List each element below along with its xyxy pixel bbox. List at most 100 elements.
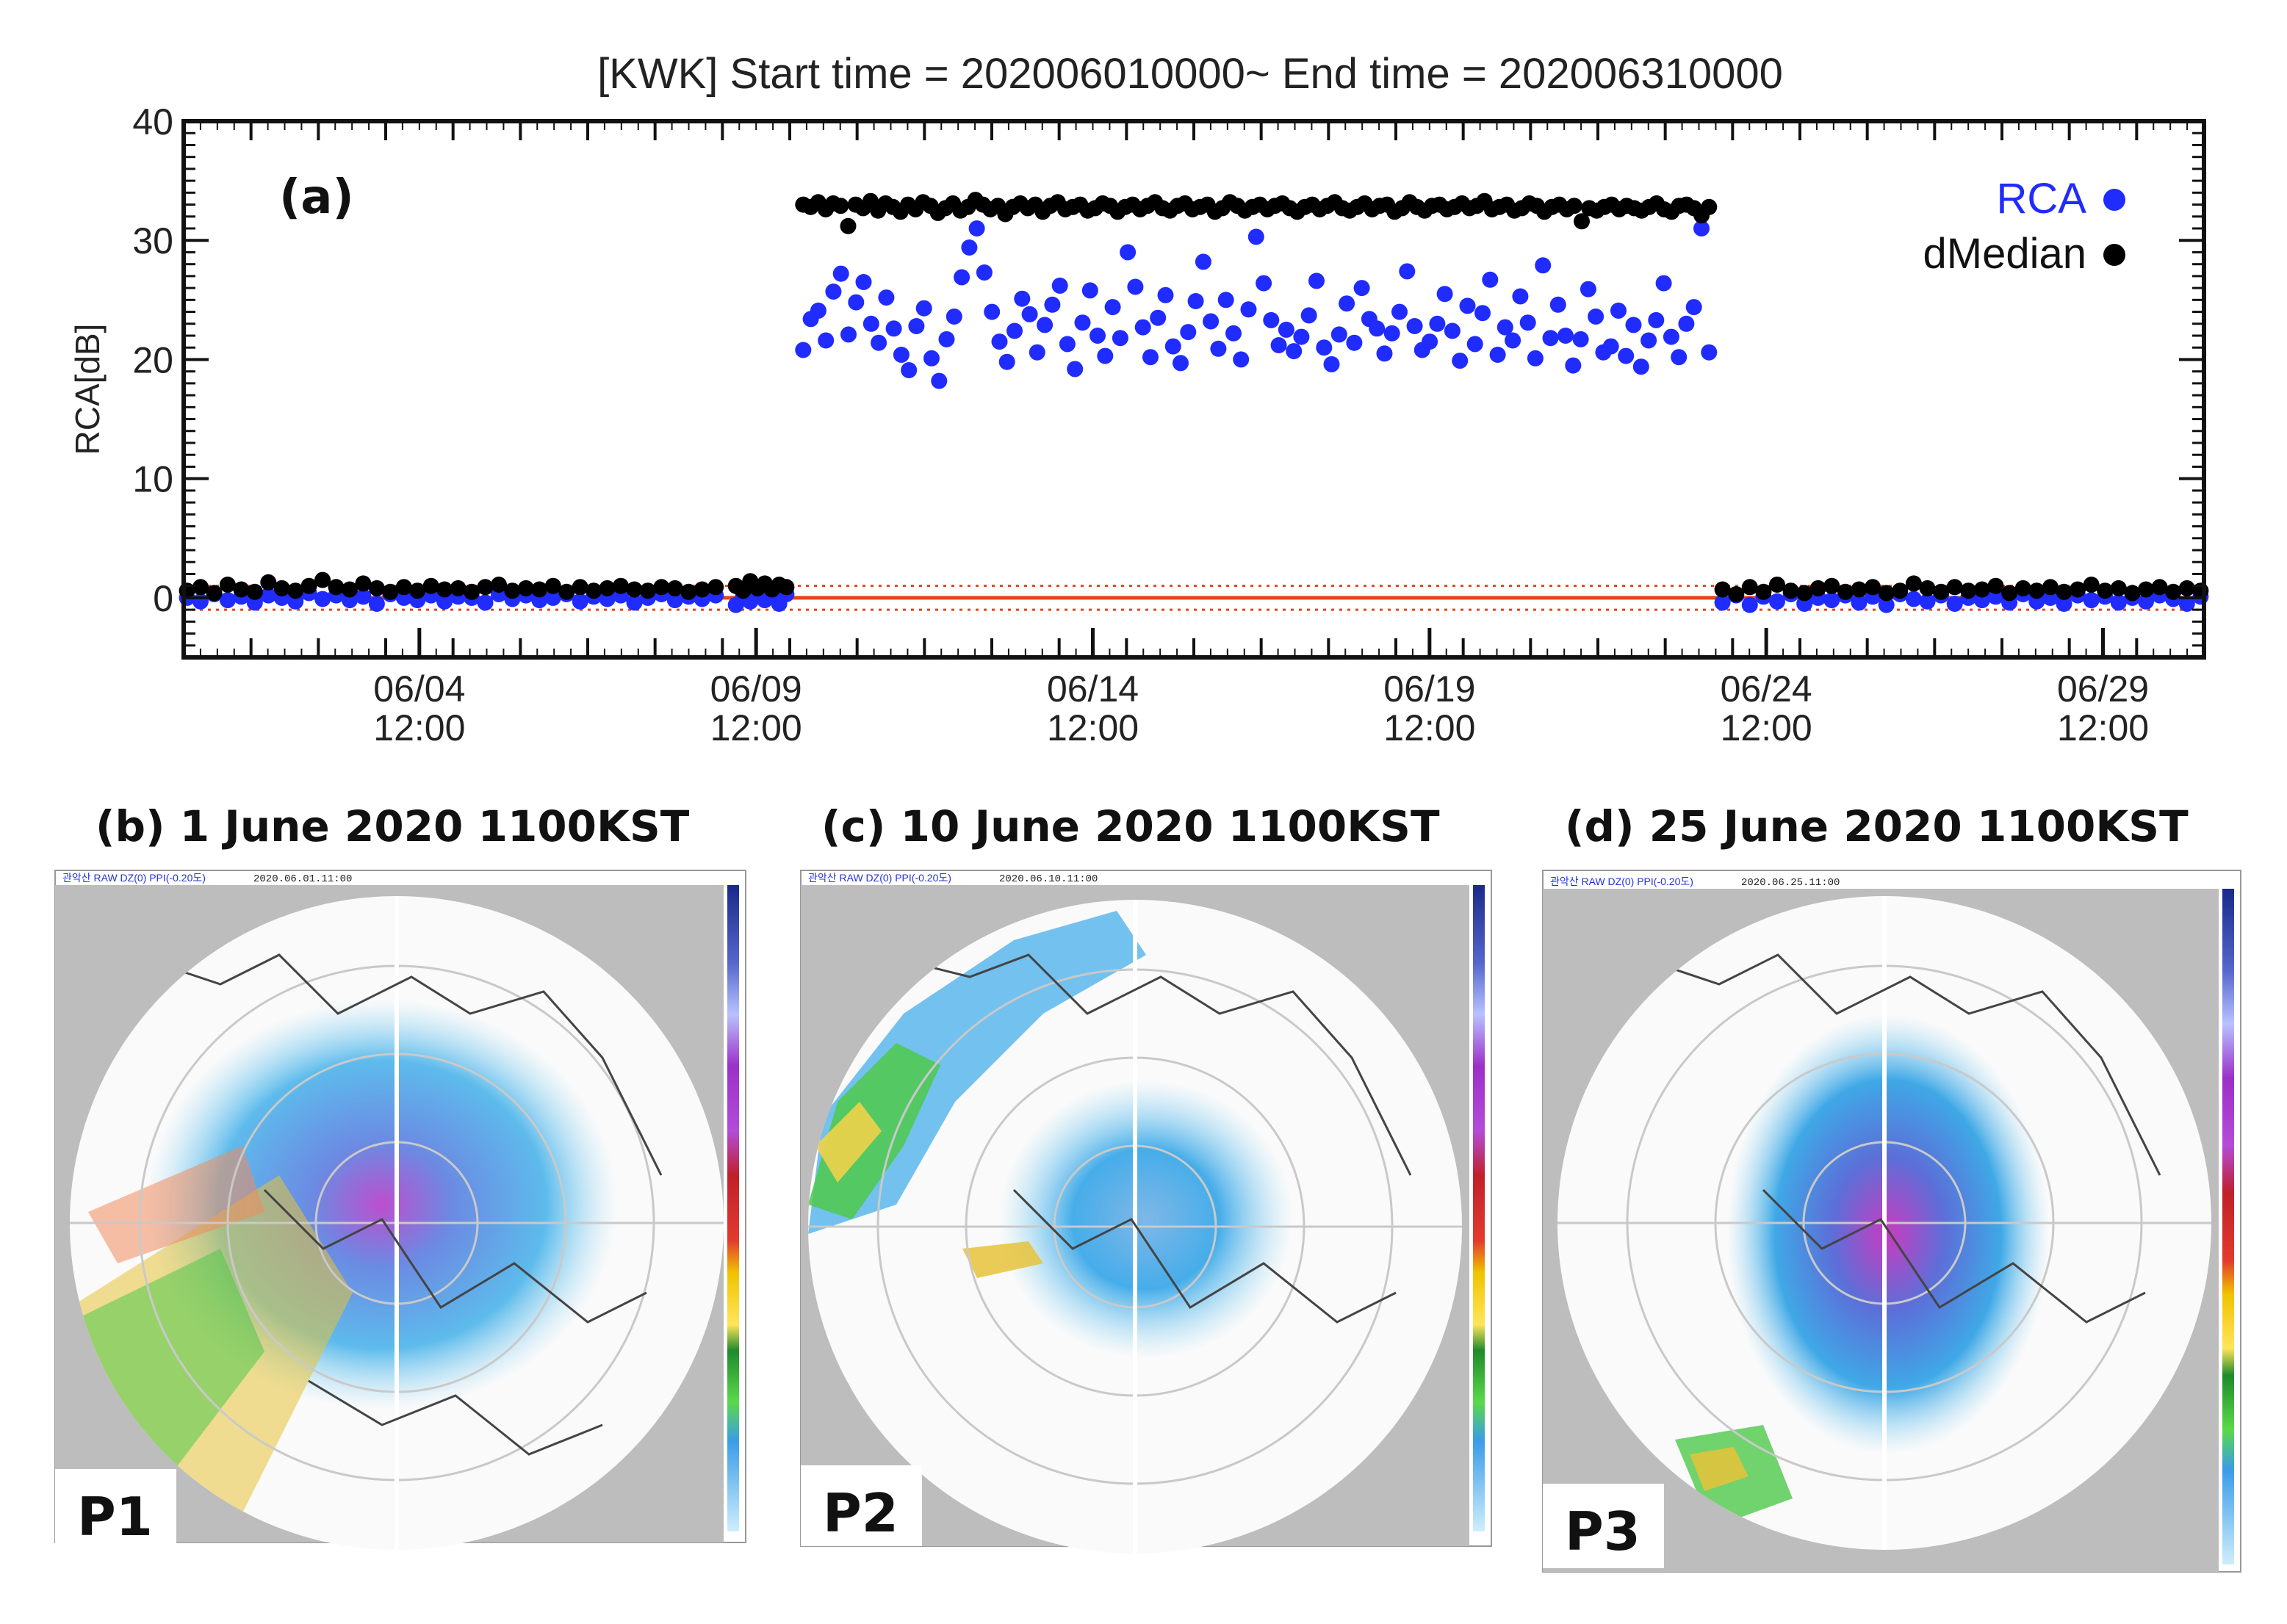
point-rca [1602,338,1619,355]
point-rca [1625,317,1642,333]
point-rca [260,587,277,604]
point-rca [968,220,985,237]
point-rca [1300,307,1317,324]
point-dmedian [531,581,548,598]
point-rca [1104,299,1121,316]
point-dmedian-after [1728,586,1745,602]
point-dmedian [586,582,602,599]
point-rca [938,331,955,347]
point-rca [1549,296,1566,313]
point-rca [1580,281,1596,297]
point-dmedian [707,579,724,596]
point-rca [1029,344,1045,361]
point-rca [1217,292,1234,308]
point-rca [1406,318,1423,334]
point-rca [1173,355,1189,372]
point-rca [477,594,494,611]
point-rca [1557,328,1574,344]
point-rca [848,294,865,311]
point-rca [1519,314,1536,331]
point-rca [1505,332,1521,349]
point-rca-after [1878,596,1895,613]
point-rca-after [1905,591,1922,607]
point-rca [1090,328,1106,344]
point-dmedian-after [1755,583,1772,600]
point-rca [1489,347,1506,363]
point-rca [1542,330,1559,347]
x-tick-label-time: 12:00 [1721,707,1812,748]
point-rca [1157,286,1174,303]
point-dmedian-after [2042,579,2059,596]
point-dmedian [355,575,372,592]
point-rca [1497,319,1513,336]
point-dmedian [233,581,250,598]
point-rca [1383,325,1400,342]
point-dmedian [219,577,236,593]
radar-panel-c: 관악산 RAW DZ(0) PPI(-0.20도) 2020.06.10.11:… [800,870,1492,1553]
radar-b-tag: P1 [77,1486,153,1548]
point-dmedian-after [2165,583,2182,600]
point-dmedian [395,579,412,596]
point-rca [1429,315,1446,332]
radar-c-time: 2020.06.10.11:00 [999,873,1098,885]
point-rca [1482,271,1499,288]
point-dmedian-after [1919,580,1936,596]
y-tick-label: 40 [132,101,173,142]
point-dmedian [517,580,534,596]
radar-b-header: 관악산 RAW DZ(0) PPI(-0.20도) [62,872,206,884]
point-rca-after [1851,594,1868,611]
point-rca [1474,305,1491,322]
legend-marker-rca [2103,189,2125,211]
point-rca [1021,306,1038,322]
point-rca [1701,344,1718,361]
point-dmedian [840,217,857,234]
point-rca [818,332,835,349]
x-tick-label-date: 06/09 [710,668,802,710]
x-tick-label-time: 12:00 [1383,707,1475,748]
point-dmedian [260,574,277,591]
point-rca [1339,295,1355,312]
point-rca [1323,356,1340,372]
point-rca [1263,311,1280,328]
point-rca [192,593,209,610]
point-dmedian-after [1865,579,1881,596]
point-rca [1233,351,1250,368]
point-rca [1278,321,1294,338]
point-rca [832,265,849,282]
point-rca [1330,326,1347,343]
point-dmedian-after [1960,582,1977,599]
radar-c-header: 관악산 RAW DZ(0) PPI(-0.20도) [808,872,951,884]
point-rca [908,318,925,334]
panel-a-chart: [KWK] Start time = 202006010000~ End tim… [68,50,2209,748]
point-rca [1293,328,1310,345]
point-rca [901,362,918,378]
point-dmedian-after [1905,575,1922,592]
point-rca [1240,301,1257,318]
point-rca [314,591,331,607]
point-rca [1195,253,1211,270]
point-rca [1059,336,1076,353]
point-dmedian-after [1851,581,1868,598]
point-rca-after [1741,596,1758,613]
point-rca [1120,244,1137,261]
point-rca [991,333,1008,350]
x-tick-label-time: 12:00 [2057,707,2149,748]
point-dmedian-after [2151,579,2168,596]
point-rca [1512,288,1529,305]
x-tick-label-date: 06/29 [2057,668,2149,710]
point-rca [878,289,895,306]
point-rca [1369,320,1386,337]
point-dmedian [300,577,317,594]
point-rca [1693,220,1710,237]
point-rca [1074,314,1091,331]
point-rca [885,320,902,337]
point-rca [1044,296,1061,313]
point-rca [1286,343,1303,360]
point-dmedian [639,582,656,599]
y-tick-label: 20 [132,339,173,380]
point-dmedian [422,577,439,594]
point-dmedian [436,581,453,598]
point-dmedian-after [1796,585,1813,602]
point-rca-after [2056,596,2072,612]
point-dmedian-after [2178,580,2195,596]
